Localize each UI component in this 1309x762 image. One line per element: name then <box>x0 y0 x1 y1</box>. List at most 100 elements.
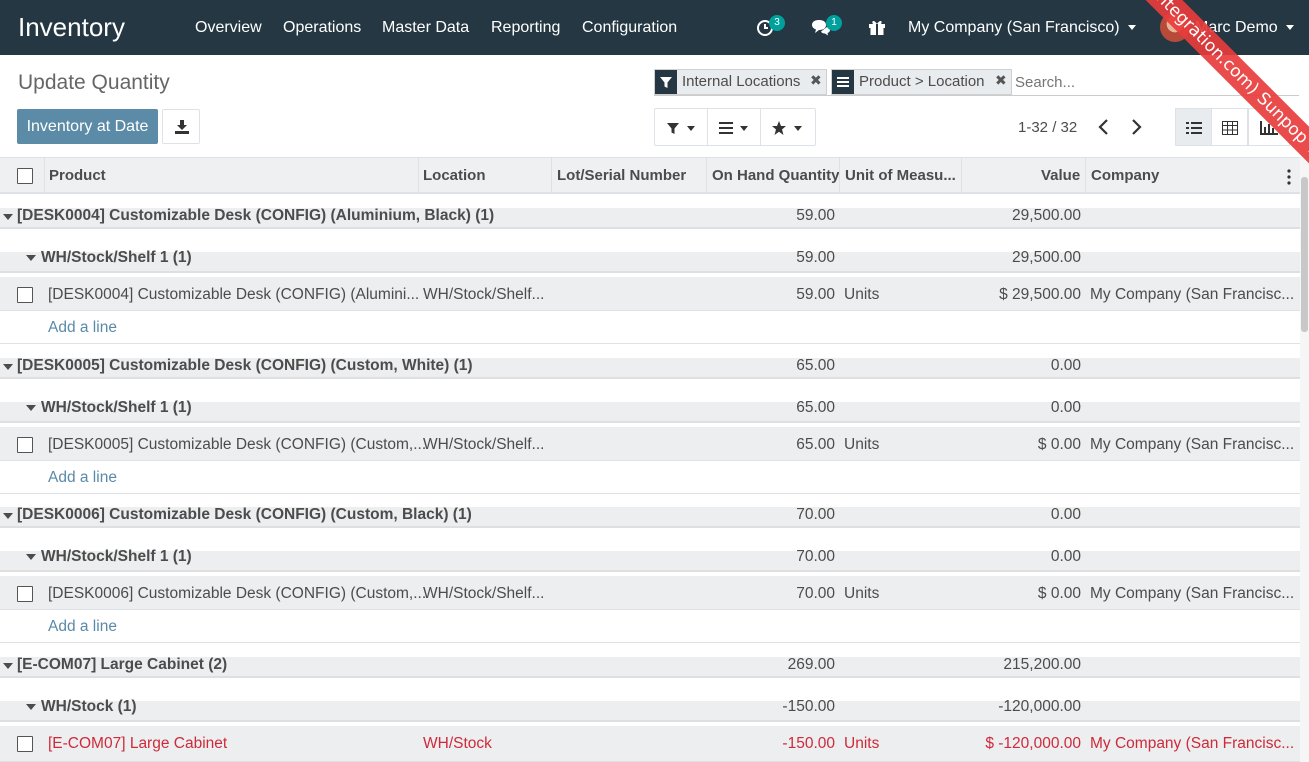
vertical-scrollbar[interactable] <box>1300 157 1309 762</box>
filter-icon <box>655 70 677 94</box>
group-value: 0.00 <box>1050 399 1081 416</box>
add-line-link[interactable]: Add a line <box>48 319 117 336</box>
chevron-left-icon[interactable] <box>1096 117 1112 137</box>
cell-company: My Company (San Francisc... <box>1090 735 1295 752</box>
group-label: [DESK0005] Customizable Desk (CONFIG) (C… <box>17 357 473 374</box>
groupby-dropdown[interactable] <box>708 109 761 145</box>
column-product[interactable]: Product <box>49 167 106 184</box>
menu-master-data[interactable]: Master Data <box>382 19 470 36</box>
group-label: WH/Stock/Shelf 1 (1) <box>41 399 192 416</box>
group-row-location[interactable]: WH/Stock/Shelf 1 (1) 65.00 0.00 <box>0 387 1300 427</box>
company-switcher[interactable]: My Company (San Francisco) <box>908 19 1136 37</box>
group-row-product[interactable]: [DESK0004] Customizable Desk (CONFIG) (A… <box>0 195 1300 237</box>
facet-product-location[interactable]: Product > Location ✖ <box>831 69 1012 95</box>
star-icon <box>772 121 786 135</box>
group-row-band <box>0 507 1300 528</box>
close-icon[interactable]: ✖ <box>995 72 1007 88</box>
menu-overview[interactable]: Overview <box>195 19 262 36</box>
bar-chart-icon <box>1260 121 1278 135</box>
cell-quantity: -150.00 <box>782 735 835 752</box>
group-label: [DESK0004] Customizable Desk (CONFIG) (A… <box>17 207 495 224</box>
group-value: 29,500.00 <box>1012 249 1081 266</box>
row-checkbox[interactable] <box>17 287 33 303</box>
menu-reporting[interactable]: Reporting <box>491 19 561 36</box>
group-value: -120,000.00 <box>998 698 1081 715</box>
close-icon[interactable]: ✖ <box>810 72 822 88</box>
table-icon <box>1222 121 1238 135</box>
favorites-dropdown[interactable] <box>761 109 815 145</box>
cell-location: WH/Stock/Shelf... <box>423 286 545 303</box>
select-all-checkbox[interactable] <box>17 168 33 184</box>
filter-icon <box>667 123 679 134</box>
facet-label: Product > Location <box>859 73 985 90</box>
add-line-link[interactable]: Add a line <box>48 618 117 635</box>
column-location[interactable]: Location <box>423 167 486 184</box>
group-row-location[interactable]: WH/Stock (1) -150.00 -120,000.00 <box>0 686 1300 726</box>
table-row[interactable]: [DESK0004] Customizable Desk (CONFIG) (A… <box>0 277 1300 311</box>
row-checkbox[interactable] <box>17 736 33 752</box>
row-checkbox[interactable] <box>17 586 33 602</box>
column-separator <box>961 158 962 193</box>
filters-dropdown[interactable] <box>655 109 708 145</box>
group-value: 0.00 <box>1050 506 1081 523</box>
chevron-right-icon[interactable] <box>1128 117 1144 137</box>
scrollbar-thumb[interactable] <box>1301 177 1308 332</box>
table-row[interactable]: [DESK0006] Customizable Desk (CONFIG) (C… <box>0 576 1300 610</box>
top-navbar: Inventory Overview Operations Master Dat… <box>0 0 1309 55</box>
caret-down-icon <box>3 214 13 220</box>
column-value[interactable]: Value <box>1041 167 1081 184</box>
group-row-product[interactable]: [E-COM07] Large Cabinet (2) 269.00 215,2… <box>0 644 1300 686</box>
cell-uom: Units <box>844 436 880 453</box>
group-quantity: 59.00 <box>796 207 835 224</box>
user-name: Marc Demo <box>1195 19 1278 36</box>
cell-uom: Units <box>844 286 880 303</box>
group-row-product[interactable]: [DESK0006] Customizable Desk (CONFIG) (C… <box>0 494 1300 536</box>
user-avatar[interactable] <box>1160 12 1190 42</box>
group-row-location[interactable]: WH/Stock/Shelf 1 (1) 70.00 0.00 <box>0 536 1300 576</box>
cell-location: WH/Stock/Shelf... <box>423 585 545 602</box>
messages-chat-icon[interactable] <box>810 16 832 38</box>
group-row-band <box>0 657 1300 678</box>
cell-quantity: 70.00 <box>796 585 835 602</box>
caret-down-icon <box>3 663 13 669</box>
inventory-at-date-button[interactable]: Inventory at Date <box>17 109 158 144</box>
graph-view-button[interactable] <box>1248 108 1290 146</box>
group-row-product[interactable]: [DESK0005] Customizable Desk (CONFIG) (C… <box>0 345 1300 387</box>
add-line-link[interactable]: Add a line <box>48 469 117 486</box>
column-company[interactable]: Company <box>1091 167 1160 184</box>
search-bar: Internal Locations ✖ Product > Location … <box>654 68 1299 96</box>
cell-product: [DESK0006] Customizable Desk (CONFIG) (C… <box>48 585 427 602</box>
gift-icon[interactable] <box>866 16 888 38</box>
cell-product: [DESK0005] Customizable Desk (CONFIG) (C… <box>48 436 427 453</box>
optional-columns-icon[interactable] <box>1287 169 1291 185</box>
column-separator <box>839 158 840 193</box>
facet-internal-locations[interactable]: Internal Locations ✖ <box>654 69 827 95</box>
list-icon <box>719 122 733 134</box>
user-menu[interactable]: Marc Demo <box>1195 19 1294 37</box>
column-separator <box>418 158 419 193</box>
page-title: Update Quantity <box>18 71 170 94</box>
cell-value: $ 29,500.00 <box>999 286 1081 303</box>
search-input[interactable] <box>1015 71 1285 93</box>
add-line-row: Add a line <box>0 311 1300 344</box>
column-lot-serial[interactable]: Lot/Serial Number <box>557 167 687 184</box>
column-unit-of-measure[interactable]: Unit of Measu... <box>845 167 956 184</box>
caret-down-icon <box>26 255 36 261</box>
pivot-view-button[interactable] <box>1211 108 1248 146</box>
group-quantity: 59.00 <box>796 249 835 266</box>
groupby-icon <box>832 70 854 94</box>
column-on-hand-quantity[interactable]: On Hand Quantity <box>712 167 840 184</box>
group-row-band <box>0 252 1300 273</box>
group-value: 0.00 <box>1050 548 1081 565</box>
app-title[interactable]: Inventory <box>18 12 125 42</box>
group-quantity: 269.00 <box>787 656 835 673</box>
export-button[interactable] <box>162 109 200 144</box>
table-row[interactable]: [E-COM07] Large Cabinet WH/Stock -150.00… <box>0 726 1300 762</box>
menu-operations[interactable]: Operations <box>283 19 362 36</box>
table-row[interactable]: [DESK0005] Customizable Desk (CONFIG) (C… <box>0 427 1300 461</box>
list-view-button[interactable] <box>1175 108 1212 146</box>
pager-value[interactable]: 1-32 / 32 <box>1018 119 1078 136</box>
group-row-location[interactable]: WH/Stock/Shelf 1 (1) 59.00 29,500.00 <box>0 237 1300 277</box>
menu-configuration[interactable]: Configuration <box>582 19 678 36</box>
row-checkbox[interactable] <box>17 437 33 453</box>
